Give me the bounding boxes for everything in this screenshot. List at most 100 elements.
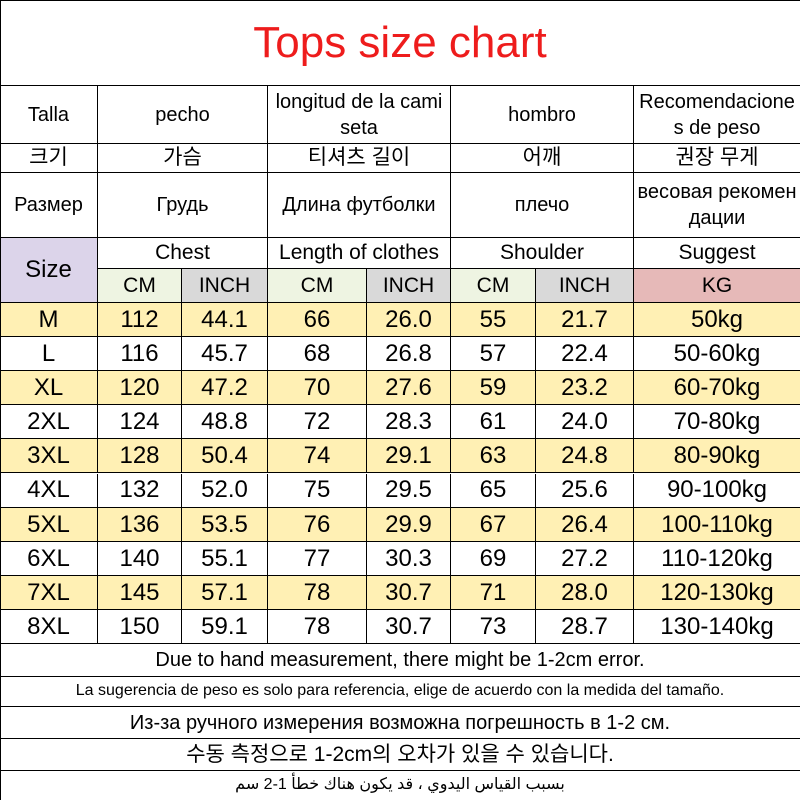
value-cell: 78	[268, 609, 367, 644]
header-cell: 크기	[1, 144, 98, 173]
value-cell: 150	[98, 609, 182, 644]
value-cell: 28.7	[536, 609, 634, 644]
value-cell: 55	[451, 303, 536, 338]
value-cell: 60-70kg	[634, 371, 800, 406]
header-cell: весовая рекомендации	[634, 173, 800, 238]
value-cell: 128	[98, 439, 182, 474]
size-header: Size	[1, 238, 98, 303]
value-cell: 59.1	[182, 609, 268, 644]
unit-header: INCH	[367, 269, 451, 303]
note: La sugerencia de peso es solo para refer…	[1, 677, 800, 707]
value-cell: 29.9	[367, 507, 451, 542]
value-cell: 50.4	[182, 439, 268, 474]
value-cell: 29.1	[367, 439, 451, 474]
size-cell: 8XL	[1, 609, 98, 644]
english-header: Suggest	[634, 238, 800, 269]
value-cell: 57	[451, 337, 536, 372]
english-header: Shoulder	[451, 238, 634, 269]
value-cell: 50-60kg	[634, 337, 800, 372]
value-cell: 70-80kg	[634, 405, 800, 440]
note: بسبب القياس اليدوي ، قد يكون هناك خطأ 1-…	[1, 771, 800, 800]
value-cell: 110-120kg	[634, 541, 800, 576]
value-cell: 72	[268, 405, 367, 440]
value-cell: 28.3	[367, 405, 451, 440]
value-cell: 66	[268, 303, 367, 338]
header-cell: Talla	[1, 86, 98, 144]
size-cell: 2XL	[1, 405, 98, 440]
value-cell: 100-110kg	[634, 507, 800, 542]
header-cell: 가슴	[98, 144, 268, 173]
value-cell: 75	[268, 473, 367, 508]
header-cell: 어깨	[451, 144, 634, 173]
value-cell: 145	[98, 575, 182, 610]
value-cell: 26.0	[367, 303, 451, 338]
value-cell: 120-130kg	[634, 575, 800, 610]
value-cell: 132	[98, 473, 182, 508]
value-cell: 28.0	[536, 575, 634, 610]
value-cell: 22.4	[536, 337, 634, 372]
value-cell: 77	[268, 541, 367, 576]
note: Из-за ручного измерения возможна погрешн…	[1, 707, 800, 739]
value-cell: 68	[268, 337, 367, 372]
value-cell: 74	[268, 439, 367, 474]
value-cell: 24.0	[536, 405, 634, 440]
unit-header: CM	[268, 269, 367, 303]
value-cell: 44.1	[182, 303, 268, 338]
value-cell: 30.3	[367, 541, 451, 576]
header-cell: 권장 무게	[634, 144, 800, 173]
value-cell: 130-140kg	[634, 609, 800, 644]
value-cell: 112	[98, 303, 182, 338]
value-cell: 136	[98, 507, 182, 542]
value-cell: 80-90kg	[634, 439, 800, 474]
value-cell: 24.8	[536, 439, 634, 474]
unit-header: CM	[98, 269, 182, 303]
size-cell: 6XL	[1, 541, 98, 576]
value-cell: 26.4	[536, 507, 634, 542]
value-cell: 65	[451, 473, 536, 508]
header-cell: Recomendaciones de peso	[634, 86, 800, 144]
value-cell: 71	[451, 575, 536, 610]
value-cell: 26.8	[367, 337, 451, 372]
size-cell: 3XL	[1, 439, 98, 474]
size-cell: 4XL	[1, 473, 98, 508]
value-cell: 29.5	[367, 473, 451, 508]
value-cell: 67	[451, 507, 536, 542]
header-cell: Размер	[1, 173, 98, 238]
value-cell: 45.7	[182, 337, 268, 372]
value-cell: 27.2	[536, 541, 634, 576]
value-cell: 69	[451, 541, 536, 576]
header-cell: pecho	[98, 86, 268, 144]
value-cell: 21.7	[536, 303, 634, 338]
value-cell: 59	[451, 371, 536, 406]
value-cell: 124	[98, 405, 182, 440]
english-header: Length of clothes	[268, 238, 451, 269]
value-cell: 30.7	[367, 609, 451, 644]
size-cell: 7XL	[1, 575, 98, 610]
value-cell: 50kg	[634, 303, 800, 338]
size-cell: 5XL	[1, 507, 98, 542]
value-cell: 116	[98, 337, 182, 372]
unit-header: INCH	[182, 269, 268, 303]
value-cell: 61	[451, 405, 536, 440]
value-cell: 76	[268, 507, 367, 542]
value-cell: 52.0	[182, 473, 268, 508]
value-cell: 47.2	[182, 371, 268, 406]
unit-header: INCH	[536, 269, 634, 303]
value-cell: 48.8	[182, 405, 268, 440]
size-cell: M	[1, 303, 98, 338]
english-header: Chest	[98, 238, 268, 269]
header-cell: плечо	[451, 173, 634, 238]
header-cell: hombro	[451, 86, 634, 144]
value-cell: 78	[268, 575, 367, 610]
note: Due to hand measurement, there might be …	[1, 644, 800, 677]
value-cell: 25.6	[536, 473, 634, 508]
value-cell: 57.1	[182, 575, 268, 610]
value-cell: 53.5	[182, 507, 268, 542]
value-cell: 90-100kg	[634, 473, 800, 508]
value-cell: 120	[98, 371, 182, 406]
value-cell: 30.7	[367, 575, 451, 610]
header-cell: longitud de la camiseta	[268, 86, 451, 144]
unit-header: CM	[451, 269, 536, 303]
value-cell: 55.1	[182, 541, 268, 576]
